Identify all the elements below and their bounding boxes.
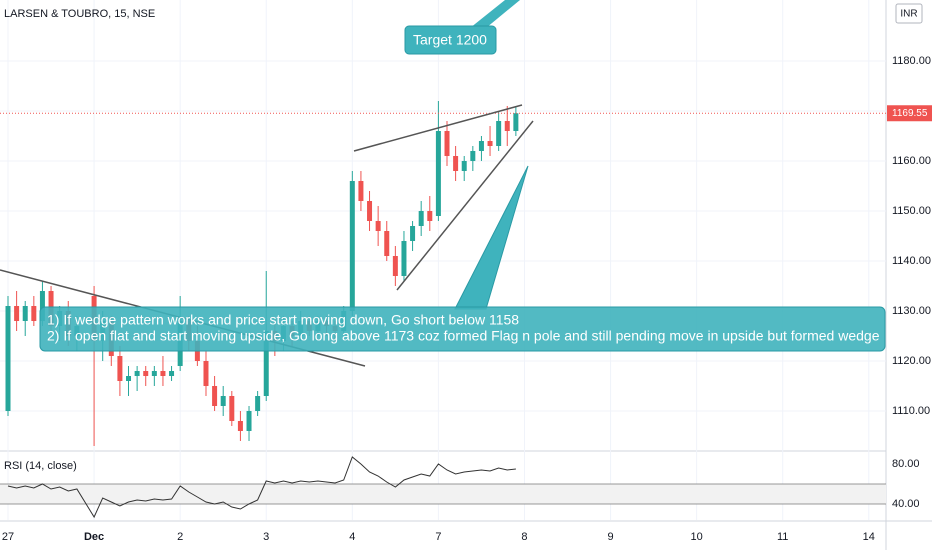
- candle-body: [444, 131, 450, 156]
- y-tick-label: 1180.00: [892, 55, 931, 67]
- y-tick-label: 1130.00: [892, 305, 931, 317]
- candle-body: [220, 396, 226, 406]
- target-text: Target 1200: [413, 32, 487, 48]
- target-callout: Target 1200: [404, 0, 520, 55]
- candle-body: [367, 201, 373, 221]
- trend-line: [353, 104, 523, 152]
- currency-label: INR: [900, 9, 917, 20]
- plan-line: 2) If open flat and start moving upside,…: [47, 328, 880, 344]
- chart-title: LARSEN & TOUBRO, 15, NSE: [4, 8, 155, 20]
- candle-body: [470, 151, 476, 161]
- candle-body: [160, 371, 166, 376]
- y-tick-label: 1140.00: [892, 255, 931, 267]
- candle-body: [237, 421, 243, 431]
- last-price-label: 1169.55: [892, 108, 928, 119]
- x-tick-label: 14: [863, 531, 875, 543]
- x-tick-label: 10: [691, 531, 703, 543]
- candle-body: [143, 371, 149, 376]
- candle-body: [126, 376, 132, 381]
- x-tick-label: Dec: [84, 531, 104, 543]
- plan-line: 1) If wedge pattern works and price star…: [47, 312, 519, 328]
- candle-body: [229, 396, 235, 421]
- candle-body: [418, 211, 424, 226]
- x-tick-label: 9: [607, 531, 613, 543]
- candle-body: [117, 356, 123, 381]
- callout-tail: [470, 0, 520, 28]
- candle-body: [461, 161, 467, 171]
- x-tick-label: 27: [2, 531, 14, 543]
- currency-badge: [895, 3, 923, 24]
- rsi-band: [0, 484, 886, 504]
- candle-body: [478, 141, 484, 151]
- candle-body: [427, 211, 433, 221]
- x-tick-label: 4: [349, 531, 355, 543]
- rsi-tick-label: 80.00: [892, 458, 920, 470]
- candle-body: [151, 371, 157, 376]
- candle-body: [31, 306, 37, 321]
- y-tick-label: 1160.00: [892, 155, 931, 167]
- y-tick-label: 1110.00: [892, 405, 930, 417]
- candle-body: [212, 386, 218, 406]
- rsi-tick-label: 40.00: [892, 498, 920, 510]
- x-tick-label: 7: [435, 531, 441, 543]
- candle-body: [5, 306, 11, 411]
- candle-body: [14, 306, 20, 321]
- rsi-line: [7, 456, 516, 519]
- candle-body: [504, 121, 510, 131]
- candle-body: [349, 181, 355, 311]
- candle-body: [384, 231, 390, 256]
- last-price-badge: [887, 105, 932, 122]
- candle-body: [435, 131, 441, 216]
- candle-body: [401, 241, 407, 276]
- candle-body: [169, 371, 175, 376]
- candle-body: [496, 121, 502, 146]
- rsi-label: RSI (14, close): [4, 460, 77, 472]
- y-tick-label: 1120.00: [892, 355, 931, 367]
- x-tick-label: 2: [177, 531, 183, 543]
- x-tick-label: 3: [263, 531, 269, 543]
- callout-box: [404, 25, 497, 55]
- x-tick-label: 8: [521, 531, 527, 543]
- candle-body: [22, 306, 28, 321]
- candle-body: [203, 361, 209, 386]
- candle-body: [39, 291, 45, 321]
- candle-body: [453, 156, 459, 171]
- plan-callout: 1) If wedge pattern works and price star…: [39, 165, 886, 352]
- y-tick-label: 1150.00: [892, 205, 931, 217]
- candle-body: [263, 331, 269, 396]
- candle-body: [392, 256, 398, 276]
- candle-body: [246, 411, 252, 431]
- candle-body: [358, 181, 364, 201]
- candle-body: [134, 371, 140, 376]
- candle-body: [513, 113, 519, 131]
- trend-line: [396, 120, 534, 291]
- x-tick-label: 11: [777, 531, 788, 543]
- candle-body: [410, 226, 416, 241]
- candle-body: [375, 221, 381, 231]
- candle-body: [487, 141, 493, 146]
- candle-body: [255, 396, 261, 411]
- callout-box: [39, 306, 886, 352]
